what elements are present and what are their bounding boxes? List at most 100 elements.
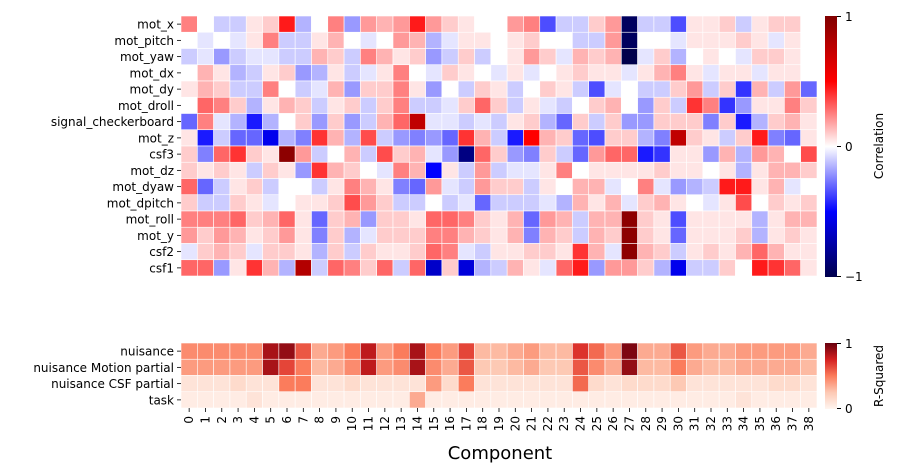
r-squared-cell (425, 342, 443, 360)
correlation-cell (425, 129, 443, 147)
correlation-cell (197, 161, 214, 179)
r-squared-cell (621, 342, 638, 360)
correlation-row-label: csf3 (149, 148, 174, 162)
r-squared-cell (784, 358, 801, 376)
r-squared-cell (490, 358, 508, 376)
r-squared-cell (572, 375, 589, 393)
correlation-cell (767, 178, 785, 196)
correlation-cell (735, 226, 753, 244)
x-axis-title: Component (448, 443, 553, 464)
correlation-cell (539, 259, 557, 277)
r-squared-cell (784, 391, 801, 409)
r-squared-cell (588, 375, 606, 393)
correlation-cell (572, 194, 589, 212)
r-squared-cell (523, 391, 541, 409)
correlation-cell (653, 80, 671, 98)
correlation-cell (588, 178, 606, 196)
correlation-cell (457, 145, 475, 163)
correlation-cell (180, 210, 198, 228)
correlation-cell (686, 80, 704, 98)
correlation-cell (621, 64, 638, 82)
correlation-cell (506, 243, 524, 261)
correlation-cell (425, 48, 443, 66)
correlation-cell (800, 194, 818, 212)
correlation-cell (425, 259, 443, 277)
correlation-cell (360, 15, 377, 33)
correlation-cell (474, 194, 492, 212)
r-squared-cell (718, 375, 736, 393)
correlation-cell (572, 210, 589, 228)
correlation-cell (637, 259, 655, 277)
r-squared-cell (262, 342, 280, 360)
correlation-cell (229, 80, 247, 98)
correlation-cell (311, 194, 329, 212)
r-squared-cell (229, 358, 247, 376)
correlation-cell (278, 243, 296, 261)
correlation-cell (637, 145, 655, 163)
r-squared-cell (425, 375, 443, 393)
correlation-cell (539, 161, 557, 179)
r-squared-cell (360, 358, 377, 376)
correlation-cell (229, 113, 247, 131)
component-tick-label: 24 (574, 416, 588, 431)
correlation-cell (360, 259, 377, 277)
correlation-cell (343, 129, 361, 147)
r-squared-cell (311, 375, 329, 393)
r-squared-cell (360, 391, 377, 409)
correlation-cell (457, 96, 475, 114)
correlation-cell (506, 259, 524, 277)
correlation-cell (588, 31, 606, 49)
correlation-cell (490, 210, 508, 228)
correlation-cell (718, 15, 736, 33)
correlation-cell (784, 243, 801, 261)
r-squared-cell (604, 375, 622, 393)
correlation-cell (751, 259, 769, 277)
correlation-cell (604, 96, 622, 114)
correlation-cell (376, 259, 394, 277)
correlation-cell (343, 145, 361, 163)
r-squared-cell (718, 391, 736, 409)
correlation-cell (457, 80, 475, 98)
correlation-cell (637, 194, 655, 212)
correlation-cell (278, 226, 296, 244)
correlation-cell (621, 226, 638, 244)
correlation-cell (751, 48, 769, 66)
correlation-cell (392, 145, 410, 163)
correlation-cell (197, 64, 214, 82)
correlation-cell (604, 259, 622, 277)
correlation-cell (523, 48, 541, 66)
r-squared-cell (392, 391, 410, 409)
r-squared-cell (311, 358, 329, 376)
r-squared-cell (735, 391, 753, 409)
r-squared-cell (588, 391, 606, 409)
correlation-cell (686, 210, 704, 228)
component-tick-label: 33 (720, 416, 734, 431)
correlation-cell (637, 210, 655, 228)
correlation-cell (669, 96, 687, 114)
correlation-cell (555, 48, 573, 66)
correlation-cell (441, 113, 459, 131)
correlation-cell (213, 64, 231, 82)
correlation-cell (441, 210, 459, 228)
correlation-cell (588, 15, 606, 33)
correlation-cell (294, 226, 312, 244)
r-squared-cell (409, 391, 426, 409)
correlation-cell (653, 194, 671, 212)
correlation-cell (425, 194, 443, 212)
correlation-cell (523, 31, 541, 49)
correlation-cell (213, 145, 231, 163)
correlation-cell (751, 64, 769, 82)
correlation-cell (213, 210, 231, 228)
correlation-cell (555, 96, 573, 114)
correlation-cell (376, 31, 394, 49)
correlation-cell (572, 31, 589, 49)
correlation-cell (409, 226, 426, 244)
correlation-cell (213, 113, 231, 131)
correlation-cell (686, 113, 704, 131)
correlation-cell (653, 226, 671, 244)
correlation-cell (262, 210, 280, 228)
component-tick-label: 8 (313, 416, 327, 424)
r-squared-cell (572, 342, 589, 360)
correlation-cell (213, 48, 231, 66)
correlation-cell (523, 64, 541, 82)
